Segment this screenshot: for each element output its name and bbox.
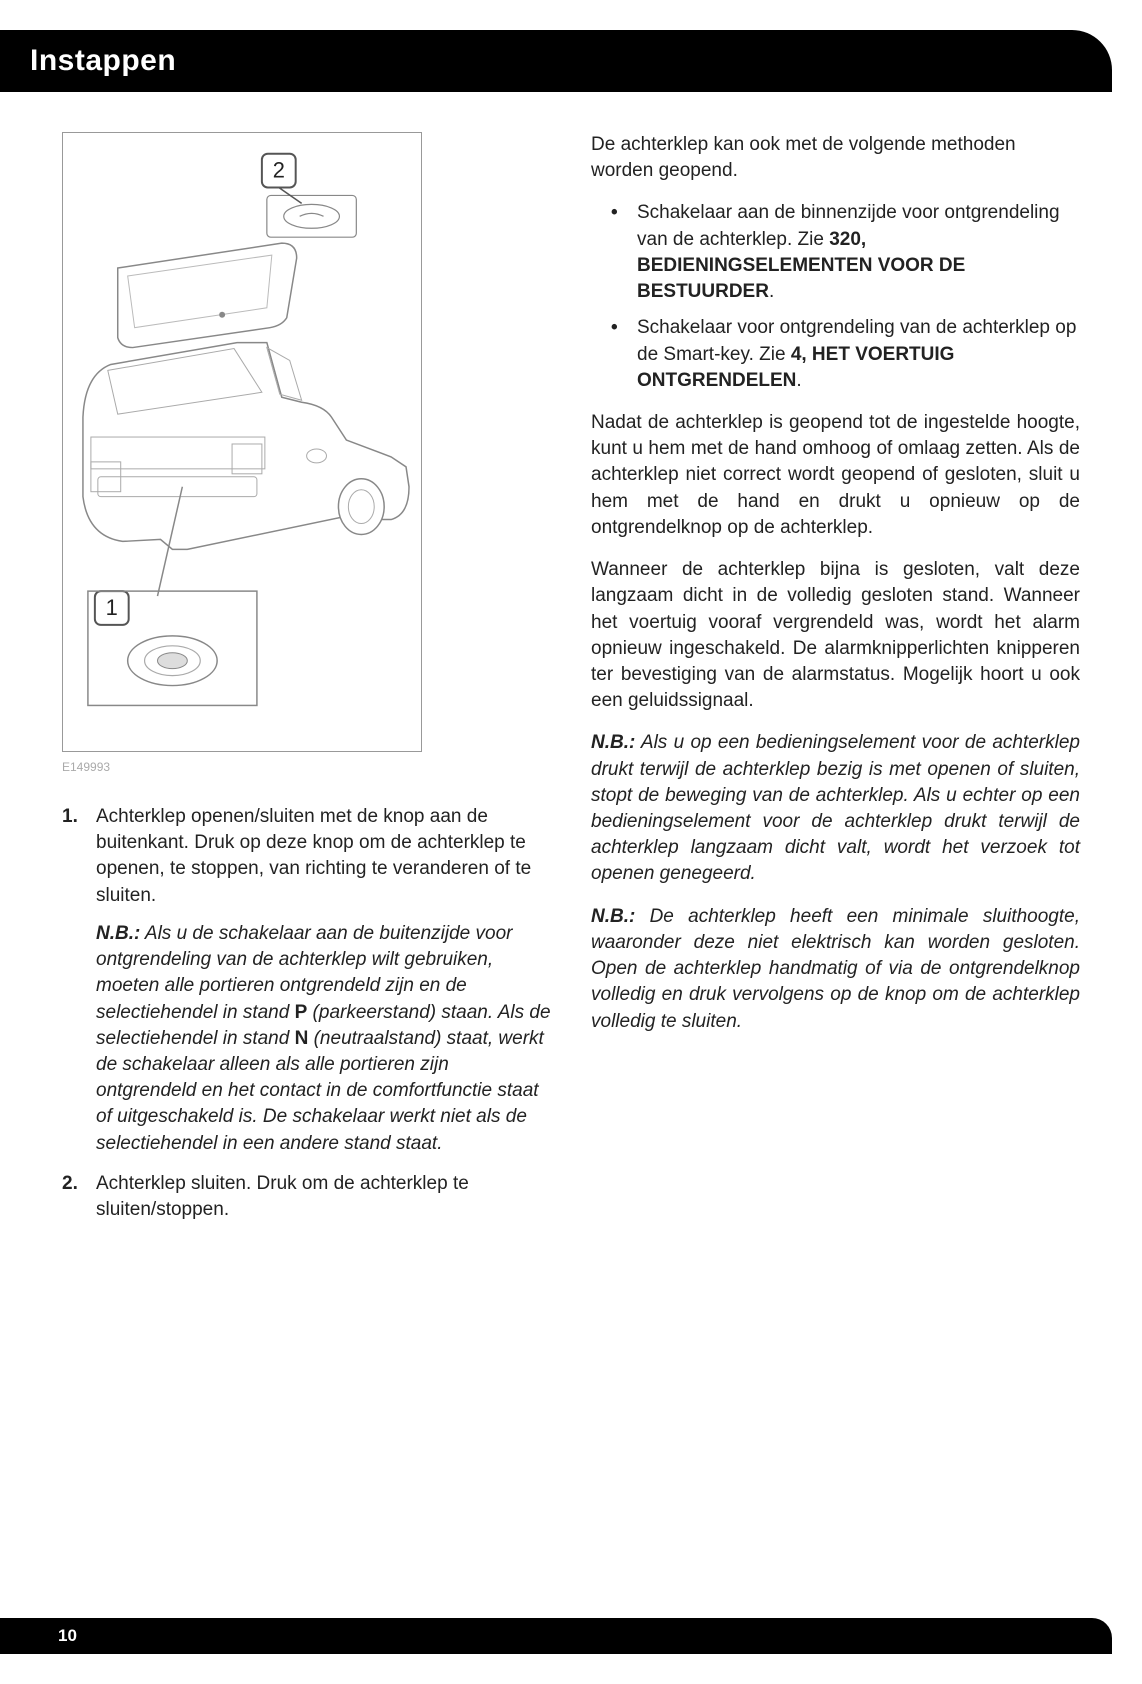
bullet-item: • Schakelaar voor ontgrendeling van de a… xyxy=(591,315,1080,394)
note-block: N.B.: Als u de schakelaar aan de buitenz… xyxy=(96,921,551,1157)
bullet-body: Schakelaar aan de binnenzijde voor ontgr… xyxy=(637,200,1080,305)
right-column: De achterklep kan ook met de volgende me… xyxy=(591,132,1080,1237)
page-footer: 10 xyxy=(0,1618,1112,1654)
section-title: Instappen xyxy=(30,44,176,77)
note-label: N.B.: xyxy=(591,906,635,927)
note-paragraph: N.B.: Als u op een bedieningselement voo… xyxy=(591,730,1080,887)
left-column: 2 xyxy=(62,132,551,1237)
note-paragraph: N.B.: De achterklep heeft een minimale s… xyxy=(591,904,1080,1035)
bullet-body: Schakelaar voor ontgrendeling van de ach… xyxy=(637,315,1080,394)
bullet-item: • Schakelaar aan de binnenzijde voor ont… xyxy=(591,200,1080,305)
note-text: Als u op een bedieningselement voor de a… xyxy=(591,732,1080,884)
list-number: 2. xyxy=(62,1171,84,1223)
numbered-list: 1. Achterklep openen/sluiten met de knop… xyxy=(62,804,551,1223)
figure: 2 xyxy=(62,132,422,752)
list-number: 1. xyxy=(62,804,84,1157)
paragraph: Nadat de achterklep is geopend tot de in… xyxy=(591,410,1080,541)
note-label: N.B.: xyxy=(591,732,635,753)
bullet-marker: • xyxy=(611,315,619,394)
bullet-list: • Schakelaar aan de binnenzijde voor ont… xyxy=(591,200,1080,394)
bullet-after: . xyxy=(796,370,801,391)
list-item: 1. Achterklep openen/sluiten met de knop… xyxy=(62,804,551,1157)
list-item: 2. Achterklep sluiten. Druk om de achter… xyxy=(62,1171,551,1223)
note-text: De achterklep heeft een minimale sluitho… xyxy=(591,906,1080,1032)
section-header: Instappen xyxy=(0,30,1112,92)
vehicle-illustration: 2 xyxy=(73,143,411,741)
list-body: Achterklep openen/sluiten met de knop aa… xyxy=(96,804,551,1157)
content-area: 2 xyxy=(0,92,1142,1237)
callout-1: 1 xyxy=(106,595,118,620)
paragraph: Wanneer de achterklep bijna is gesloten,… xyxy=(591,557,1080,714)
intro-paragraph: De achterklep kan ook met de volgende me… xyxy=(591,132,1080,184)
note-bold-p: P xyxy=(295,1002,308,1023)
list-text: Achterklep openen/sluiten met de knop aa… xyxy=(96,806,531,906)
bullet-after: . xyxy=(769,281,774,302)
bullet-marker: • xyxy=(611,200,619,305)
callout-2: 2 xyxy=(273,158,285,183)
note-bold-n: N xyxy=(295,1028,309,1049)
figure-id: E149993 xyxy=(62,760,551,774)
page-number: 10 xyxy=(58,1626,77,1645)
list-body: Achterklep sluiten. Druk om de achterkle… xyxy=(96,1171,551,1223)
note-label: N.B.: xyxy=(96,923,140,944)
list-text: Achterklep sluiten. Druk om de achterkle… xyxy=(96,1173,469,1220)
